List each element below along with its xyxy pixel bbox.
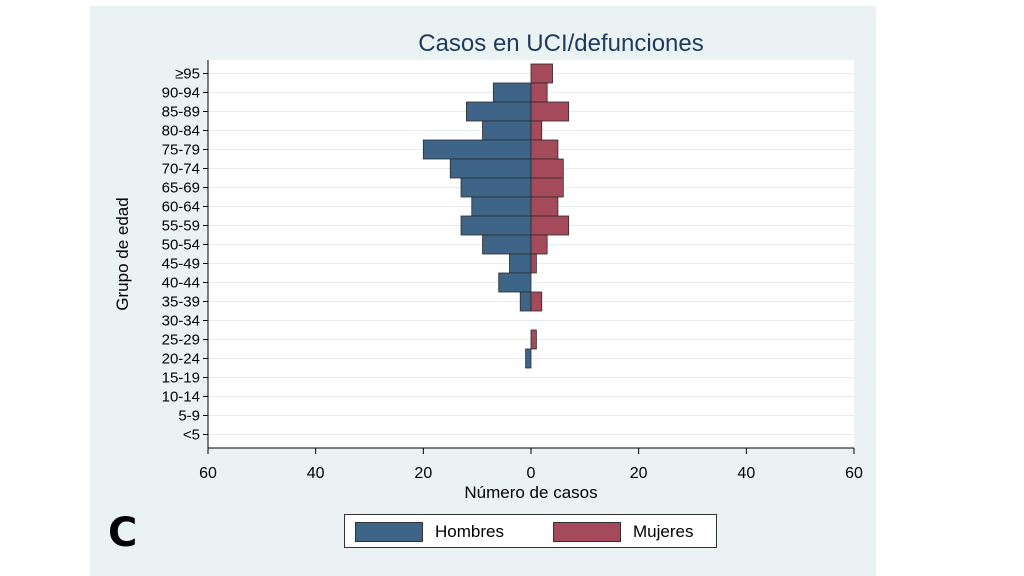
bar-mujeres (530, 82, 548, 103)
bar-mujeres (530, 158, 564, 179)
y-tick-label: 65-69 (162, 180, 200, 197)
bar-hombres (519, 291, 532, 312)
bar-hombres (482, 120, 532, 141)
y-tick-label: 75-79 (162, 142, 200, 159)
bar-mujeres (530, 63, 553, 84)
bar-hombres (525, 348, 532, 369)
y-tick-label: 50-54 (162, 237, 200, 254)
x-axis-label: Número de casos (464, 483, 597, 502)
bar-mujeres (530, 253, 537, 274)
y-tick-label: 55-59 (162, 218, 200, 235)
bar-hombres (498, 272, 532, 293)
bar-mujeres (530, 291, 543, 312)
bar-mujeres (530, 120, 543, 141)
y-tick-label: 35-39 (162, 294, 200, 311)
y-axis-label: Grupo de edad (113, 197, 132, 310)
x-tick-label: 0 (527, 465, 536, 482)
bar-mujeres (530, 196, 559, 217)
x-tick-label: 60 (845, 465, 863, 482)
bar-hombres (492, 82, 532, 103)
chart-title: Casos en UCI/defunciones (418, 30, 704, 57)
y-tick-label: 15-19 (162, 370, 200, 387)
y-tick-label: 45-49 (162, 256, 200, 273)
y-tick-label: 25-29 (162, 332, 200, 349)
y-tick-label: 30-34 (162, 313, 200, 330)
y-tick-label: 80-84 (162, 123, 200, 140)
y-tick-label: 70-74 (162, 161, 200, 178)
legend-swatch-hombres (355, 522, 423, 542)
chart-panel: ≥95 90-94 85-89 80-84 75-79 70-74 65-69 60-64 55… (90, 6, 876, 576)
y-tick-label: 40-44 (162, 275, 200, 292)
bar-hombres (482, 234, 532, 255)
x-tick-label: 60 (199, 465, 217, 482)
y-tick-label: 10-14 (162, 389, 200, 406)
legend: Hombres Mujeres (344, 514, 717, 548)
bar-mujeres (530, 101, 570, 122)
legend-label-hombres: Hombres (435, 522, 504, 541)
y-tick-label: ≥95 (175, 66, 200, 83)
bar-mujeres (530, 234, 548, 255)
legend-item-hombres: Hombres (355, 521, 504, 543)
bar-hombres (460, 215, 532, 236)
legend-label-mujeres: Mujeres (633, 522, 694, 541)
bar-mujeres (530, 329, 537, 350)
bar-hombres (460, 177, 532, 198)
bar-hombres (422, 139, 532, 160)
bar-mujeres (530, 177, 564, 198)
x-tick-label: 20 (414, 465, 432, 482)
y-tick-label: 5-9 (178, 408, 200, 425)
y-tick-label: <5 (183, 427, 200, 444)
panel-label: C (108, 510, 138, 556)
bar-hombres (465, 101, 532, 122)
population-pyramid-chart: ≥95 90-94 85-89 80-84 75-79 70-74 65-69 60-64 55… (113, 30, 863, 502)
y-tick-label: 20-24 (162, 351, 200, 368)
bar-mujeres (530, 215, 570, 236)
x-tick-label: 40 (737, 465, 755, 482)
legend-item-mujeres: Mujeres (553, 521, 693, 543)
x-tick-label: 40 (307, 465, 325, 482)
bar-hombres (509, 253, 532, 274)
y-tick-label: 85-89 (162, 104, 200, 121)
bar-hombres (471, 196, 532, 217)
x-tick-label: 20 (630, 465, 648, 482)
legend-swatch-mujeres (553, 522, 621, 542)
y-tick-label: 90-94 (162, 85, 200, 102)
bar-hombres (449, 158, 532, 179)
y-tick-label: 60-64 (162, 199, 200, 216)
bar-mujeres (530, 139, 559, 160)
